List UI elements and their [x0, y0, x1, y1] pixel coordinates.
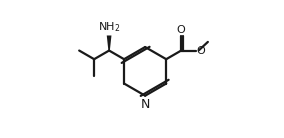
Text: O: O	[177, 25, 185, 35]
Text: NH$_2$: NH$_2$	[98, 20, 120, 34]
Text: N: N	[141, 98, 150, 111]
Text: O: O	[196, 46, 205, 56]
Polygon shape	[107, 35, 111, 50]
